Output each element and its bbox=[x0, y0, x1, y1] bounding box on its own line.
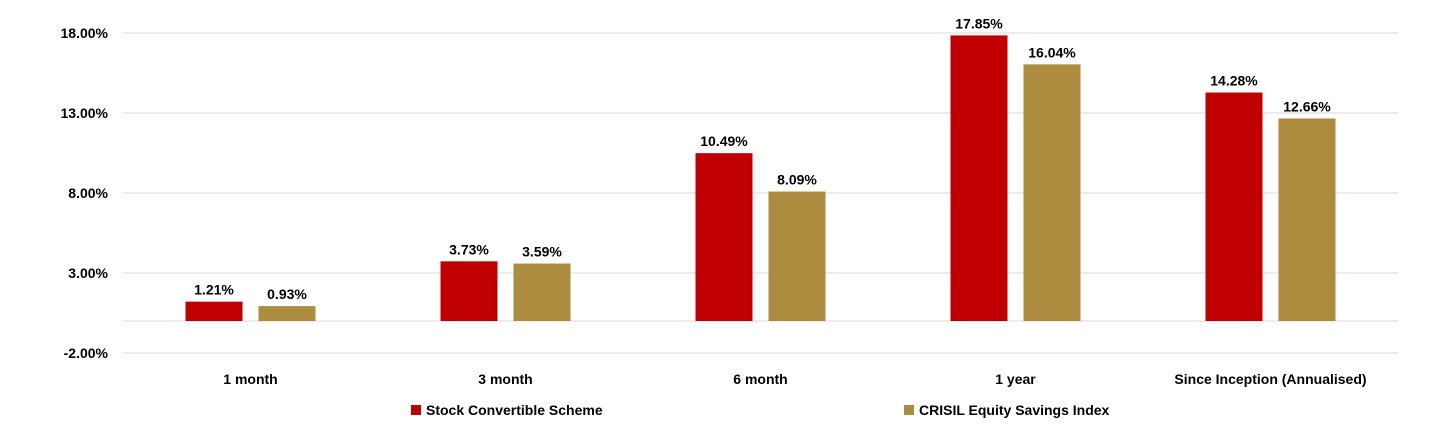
legend: Stock Convertible Scheme CRISIL Equity S… bbox=[0, 402, 1440, 422]
y-tick-label: 3.00% bbox=[68, 265, 108, 281]
x-tick-label: Since Inception (Annualised) bbox=[1174, 371, 1366, 387]
bar-series-1 bbox=[185, 301, 243, 321]
legend-swatch-series-2 bbox=[904, 405, 914, 415]
legend-swatch-series-1 bbox=[411, 405, 421, 415]
legend-label-series-2: CRISIL Equity Savings Index bbox=[919, 402, 1110, 418]
bar-series-2 bbox=[768, 191, 826, 321]
data-label: 16.04% bbox=[1028, 44, 1076, 60]
legend-item-series-1: Stock Convertible Scheme bbox=[411, 402, 603, 418]
data-label: 3.59% bbox=[522, 244, 562, 260]
bar-series-2 bbox=[513, 263, 571, 321]
data-label: 1.21% bbox=[194, 282, 234, 298]
data-label: 12.66% bbox=[1283, 98, 1331, 114]
bar-chart: -2.00% 3.00% 8.00% 13.00% 18.00% 1.21% 0.93% 1 … bbox=[61, 15, 1398, 387]
data-label: 3.73% bbox=[449, 241, 489, 257]
y-tick-label: 18.00% bbox=[61, 25, 109, 41]
data-label: 8.09% bbox=[777, 172, 817, 188]
x-tick-label: 3 month bbox=[478, 371, 532, 387]
x-tick-label: 1 year bbox=[995, 371, 1036, 387]
y-tick-label: 13.00% bbox=[61, 105, 109, 121]
bar-series-1 bbox=[695, 153, 753, 321]
bar-series-1 bbox=[440, 261, 498, 321]
data-label: 10.49% bbox=[700, 133, 748, 149]
bar-series-1 bbox=[950, 35, 1008, 322]
data-label: 17.85% bbox=[955, 15, 1003, 31]
legend-item-series-2: CRISIL Equity Savings Index bbox=[904, 402, 1109, 418]
bar-series-1 bbox=[1205, 92, 1263, 322]
x-tick-label: 1 month bbox=[223, 371, 277, 387]
data-label: 14.28% bbox=[1210, 73, 1258, 89]
data-label: 0.93% bbox=[267, 286, 307, 302]
bar-series-2 bbox=[258, 306, 316, 321]
bar-series-2 bbox=[1278, 118, 1336, 321]
y-tick-label: 8.00% bbox=[68, 185, 108, 201]
legend-label-series-1: Stock Convertible Scheme bbox=[426, 402, 603, 418]
bar-series-2 bbox=[1023, 64, 1081, 322]
x-tick-label: 6 month bbox=[733, 371, 787, 387]
y-tick-label: -2.00% bbox=[64, 345, 109, 361]
